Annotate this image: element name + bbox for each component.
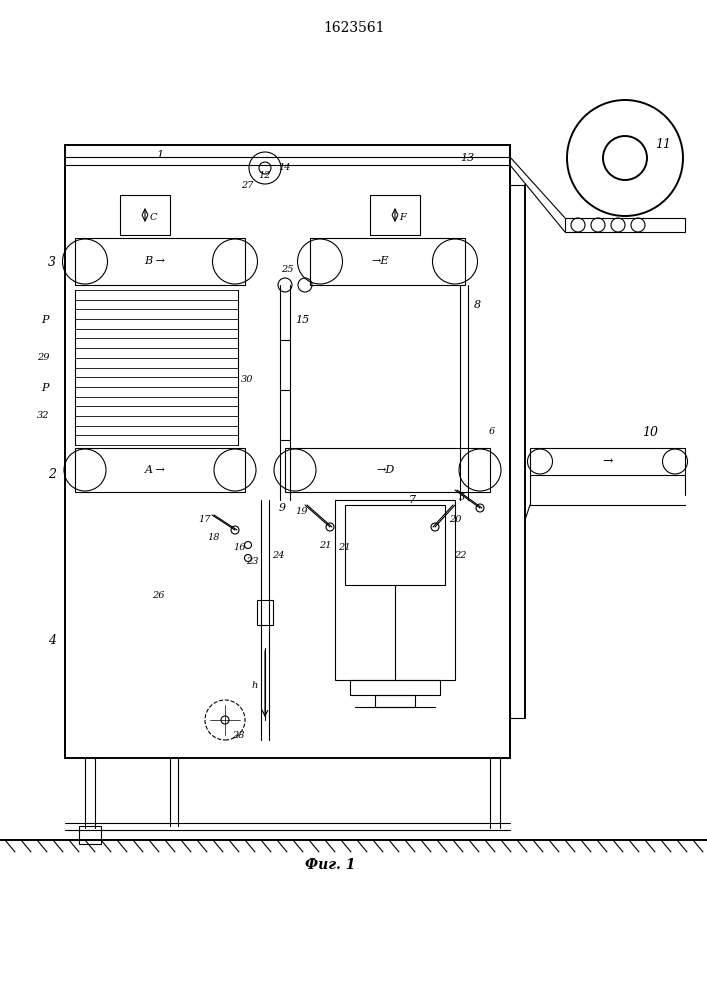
Text: P: P (41, 383, 49, 393)
Bar (75, 238, 245, 285)
Text: 8: 8 (474, 300, 481, 310)
Bar (370, 195, 420, 235)
Bar (257, 600, 273, 625)
Text: 27: 27 (241, 180, 253, 190)
Text: 17: 17 (199, 516, 211, 524)
Text: 20: 20 (449, 516, 461, 524)
Text: 24: 24 (271, 552, 284, 560)
Bar (530, 448, 685, 475)
Text: B →: B → (144, 256, 165, 266)
Bar (75, 448, 245, 492)
Text: 5: 5 (459, 493, 465, 502)
Text: 1623561: 1623561 (323, 21, 385, 35)
Text: 14: 14 (279, 162, 291, 172)
Text: 26: 26 (152, 590, 164, 599)
Text: 7: 7 (409, 495, 416, 505)
Text: 21: 21 (319, 540, 332, 550)
Text: 16: 16 (234, 544, 246, 552)
Text: 2: 2 (48, 468, 56, 482)
Text: 11: 11 (655, 138, 671, 151)
Text: P: P (41, 315, 49, 325)
Text: 4: 4 (48, 634, 56, 647)
Text: 18: 18 (208, 534, 221, 542)
Bar (350, 680, 440, 695)
Text: 25: 25 (281, 265, 293, 274)
Text: Фиг. 1: Фиг. 1 (305, 858, 355, 872)
Bar (375, 695, 415, 707)
Text: 29: 29 (37, 354, 49, 362)
Text: A →: A → (144, 465, 165, 475)
Bar (120, 195, 170, 235)
Text: →E: →E (371, 256, 389, 266)
Bar (310, 238, 465, 285)
Bar (565, 218, 685, 232)
Text: 22: 22 (454, 550, 466, 560)
Bar (345, 505, 445, 585)
Text: 32: 32 (37, 410, 49, 420)
Text: →: → (603, 455, 613, 468)
Text: F: F (399, 213, 407, 222)
Bar (285, 448, 490, 492)
Text: 15: 15 (295, 315, 309, 325)
Text: 10: 10 (642, 426, 658, 438)
Text: 1: 1 (156, 150, 163, 160)
Text: 23: 23 (246, 558, 258, 566)
Text: 9: 9 (279, 503, 286, 513)
Text: 28: 28 (232, 730, 244, 740)
Text: 19: 19 (296, 508, 308, 516)
Text: 30: 30 (241, 375, 253, 384)
Text: C: C (149, 213, 157, 222)
Text: 13: 13 (460, 153, 474, 163)
Text: 6: 6 (489, 428, 495, 436)
Text: 21: 21 (338, 544, 350, 552)
Bar (65, 145, 510, 758)
Text: 12: 12 (259, 170, 271, 180)
Text: →D: →D (376, 465, 394, 475)
Bar (335, 500, 455, 680)
Bar (79, 826, 101, 844)
Text: 3: 3 (48, 255, 56, 268)
Text: h: h (252, 680, 258, 690)
